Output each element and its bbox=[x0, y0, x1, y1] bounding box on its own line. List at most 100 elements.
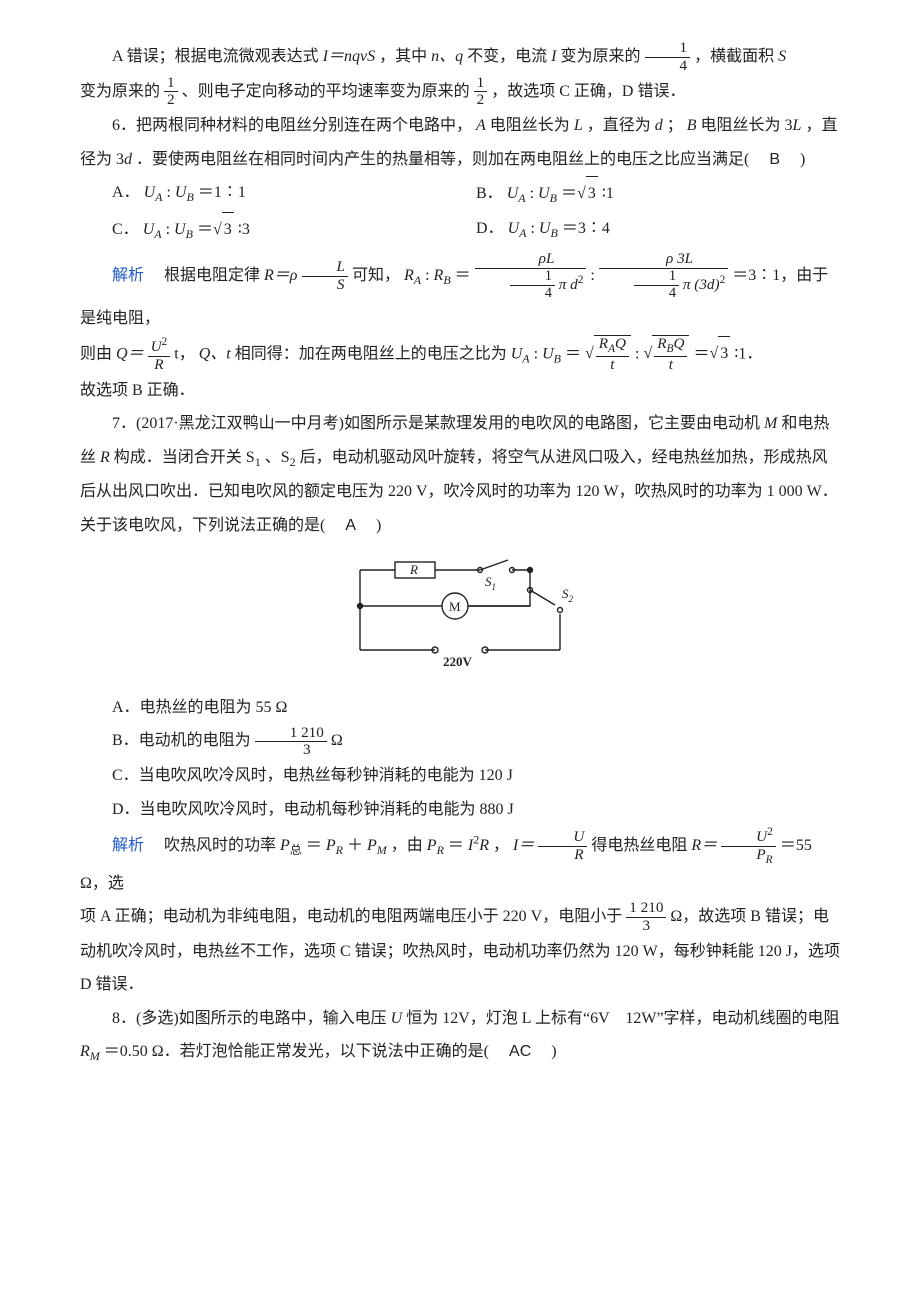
vars: n、q bbox=[431, 48, 463, 65]
q7-optB: B．电动机的电阻为 1 210 3 Ω bbox=[80, 724, 840, 759]
sub: A bbox=[154, 227, 161, 241]
frag-top-line2: 变为原来的 1 2 、则电子定向移动的平均速率变为原来的 1 2 ，故选项 C … bbox=[80, 75, 840, 110]
frac-1-2a: 1 2 bbox=[164, 75, 178, 109]
sub: B bbox=[443, 273, 450, 287]
num: U2 bbox=[148, 336, 171, 357]
q6-options: A． UA : UB ＝1∶1 B． UA : UB ＝3 ∶1 C． UA :… bbox=[112, 176, 840, 247]
Q: Q bbox=[615, 335, 626, 352]
text: 8．(多选)如图所示的电路中，输入电压 bbox=[112, 1010, 391, 1027]
frac-L-S: L S bbox=[302, 259, 348, 293]
num: L bbox=[302, 259, 348, 277]
q7-optC: C．当电吹风吹冷风时，电热丝每秒钟消耗的电能为 120 J bbox=[80, 759, 840, 793]
eq: I＝nqvS bbox=[323, 48, 375, 65]
text: B．电动机的电阻为 bbox=[112, 732, 251, 749]
den: PR bbox=[721, 847, 776, 867]
frac: RBQ t bbox=[654, 336, 687, 373]
q7-circuit-diagram: R S1 S2 M 220V bbox=[80, 550, 840, 683]
text: 、S bbox=[265, 449, 290, 466]
sup: 2 bbox=[578, 274, 584, 286]
frac-1210-3: 1 210 3 bbox=[255, 725, 327, 759]
q7-stem: 7．(2017·黑龙江双鸭山一中月考)如图所示是某款理发用的电吹风的电路图，它主… bbox=[80, 407, 840, 542]
sub: A bbox=[518, 191, 525, 205]
P: P bbox=[427, 837, 437, 854]
num: ρL bbox=[475, 251, 587, 269]
Qt: Q、t bbox=[199, 345, 231, 362]
text: 恒为 12V，灯泡 L 上标有“6V 12W”字样，电动机线圈的电阻 bbox=[406, 1010, 839, 1027]
U: U bbox=[507, 185, 519, 202]
num: 1 bbox=[164, 75, 178, 93]
sub: 1 bbox=[255, 455, 261, 469]
num: 1 210 bbox=[255, 725, 327, 743]
num: 1 210 bbox=[626, 900, 666, 918]
text: 相同得：加在两电阻丝上的电压之比为 bbox=[235, 345, 511, 362]
label: D． bbox=[476, 220, 504, 237]
colon: : bbox=[635, 345, 643, 362]
pid: π (3d) bbox=[683, 276, 720, 293]
text: 、则电子定向移动的平均速率变为原来的 bbox=[182, 83, 470, 100]
circuit-label-M: M bbox=[449, 599, 461, 614]
rhs: ＝1∶1 bbox=[198, 184, 246, 201]
q7-optD: D．当电吹风吹冷风时，电动机每秒钟消耗的电能为 880 J bbox=[80, 793, 840, 827]
var: d bbox=[124, 151, 132, 168]
eq: ＝ bbox=[565, 345, 581, 362]
num: 1 bbox=[510, 269, 555, 286]
P: P bbox=[326, 837, 336, 854]
q6-stem: 6．把两根同种材料的电阻丝分别连在两个电路中， A 电阻丝长为 L ，直径为 d… bbox=[80, 109, 840, 176]
text: 根据电阻定律 bbox=[148, 267, 264, 284]
frac: RAQ t bbox=[596, 336, 629, 373]
num: ρ 3L bbox=[599, 251, 728, 269]
M: M bbox=[764, 415, 777, 432]
frac-U-R: U R bbox=[538, 829, 587, 863]
num: 1 bbox=[634, 269, 679, 286]
q6-analysis-3: 故选项 B 正确． bbox=[80, 374, 840, 408]
den: 2 bbox=[164, 92, 178, 109]
den: 3 bbox=[626, 918, 666, 935]
tail: ∶1 bbox=[602, 185, 614, 202]
sqrt3: 3 bbox=[709, 336, 730, 371]
var-S: S bbox=[778, 48, 786, 65]
text: ) bbox=[784, 151, 805, 168]
U: U bbox=[508, 220, 520, 237]
colon: : bbox=[425, 267, 433, 284]
U: U bbox=[511, 345, 523, 362]
circuit-label-S2: S2 bbox=[562, 586, 574, 604]
text: 可知， bbox=[352, 267, 400, 284]
P: P bbox=[280, 837, 290, 854]
R: R bbox=[599, 335, 608, 352]
tail: ∶1． bbox=[734, 345, 762, 362]
den: R bbox=[148, 357, 171, 374]
q8-answer: AC bbox=[509, 1043, 531, 1060]
plus: ＋ bbox=[347, 837, 363, 854]
analysis-label: 解析 bbox=[112, 267, 144, 284]
colon: : bbox=[530, 220, 538, 237]
sup: 2 bbox=[767, 826, 773, 838]
circuit-svg: R S1 S2 M 220V bbox=[340, 550, 580, 670]
q6-optA: A． UA : UB ＝1∶1 bbox=[112, 176, 476, 211]
var: B bbox=[687, 117, 697, 134]
U: U bbox=[756, 828, 767, 845]
text: ，直径为 bbox=[587, 117, 655, 134]
sub: 2 bbox=[290, 455, 296, 469]
q7-optA: A．电热丝的电阻为 55 Ω bbox=[80, 691, 840, 725]
frac-1-4: 1 4 bbox=[645, 40, 691, 74]
I: I＝ bbox=[513, 837, 534, 854]
q7-analysis-1: 解析 吹热风时的功率 P总 ＝ PR ＋ PM ，由 PR ＝ I2R ， I＝… bbox=[80, 826, 840, 900]
sub: A bbox=[414, 273, 421, 287]
frag-top-line1: A 错误；根据电流微观表达式 I＝nqvS ，其中 n、q 不变，电流 I 变为… bbox=[80, 40, 840, 75]
var: A bbox=[476, 117, 486, 134]
frac-U2R: U2 R bbox=[148, 336, 171, 374]
R: R bbox=[404, 267, 414, 284]
rhs: ＝3∶4 bbox=[562, 220, 610, 237]
U: U bbox=[151, 338, 162, 355]
sup: 2 bbox=[720, 274, 726, 286]
text: ) bbox=[535, 1043, 556, 1060]
U: U bbox=[143, 221, 155, 238]
text: 6．把两根同种材料的电阻丝分别连在两个电路中， bbox=[112, 117, 472, 134]
q6-analysis-1: 解析 根据电阻定律 R＝ρ L S 可知， RA : RB ＝ ρL 1 4 π… bbox=[80, 251, 840, 335]
U: U bbox=[539, 220, 551, 237]
sub: 总 bbox=[290, 843, 302, 857]
R: R bbox=[80, 1043, 90, 1060]
U: U bbox=[144, 184, 156, 201]
text: ，由 bbox=[391, 837, 427, 854]
var: L bbox=[793, 117, 802, 134]
